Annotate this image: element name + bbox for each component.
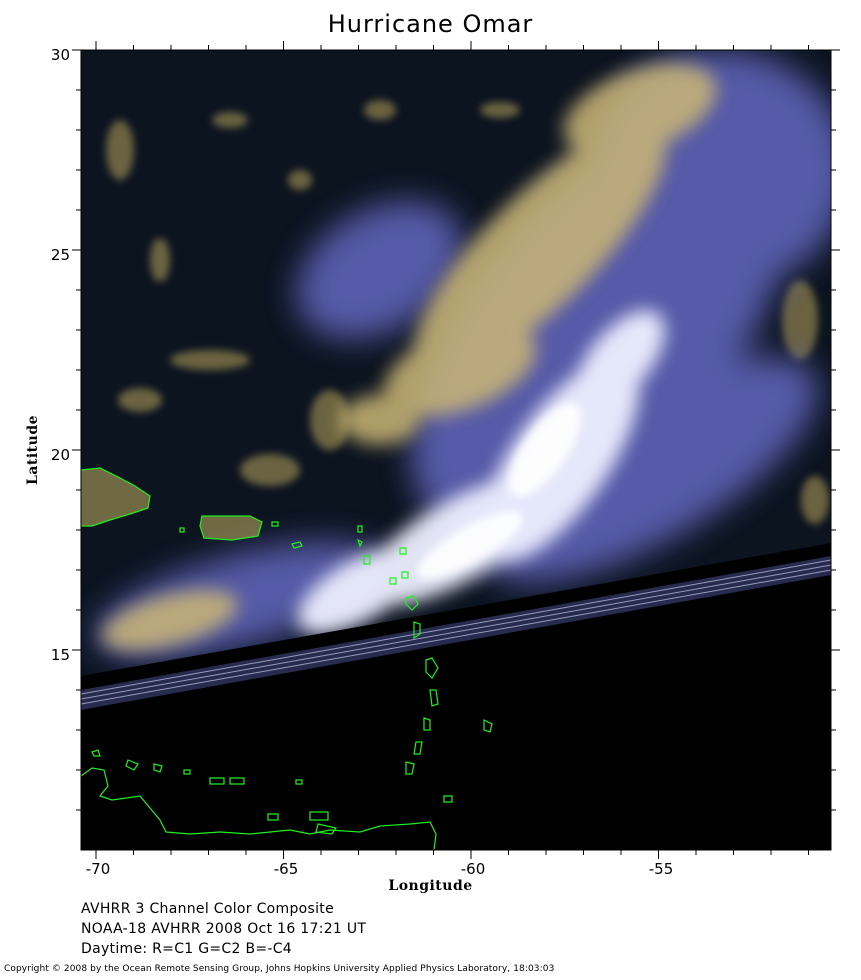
info-line-satellite: NOAA-18 AVHRR 2008 Oct 16 17:21 UT <box>81 921 367 937</box>
y-tick-label: 20 <box>50 446 70 464</box>
y-tick-label: 30 <box>50 46 70 64</box>
coastlines <box>81 467 493 850</box>
x-tick-label: -65 <box>273 860 299 878</box>
x-tick-label: -70 <box>85 860 111 878</box>
coastline-venezuela <box>81 767 437 850</box>
info-line-channels: Daytime: R=C1 G=C2 B=-C4 <box>81 941 293 957</box>
cloud-imagery <box>94 50 831 659</box>
coastline-hispaniola <box>81 467 151 527</box>
map-title: Hurricane Omar <box>327 10 534 38</box>
y-tick-label: 25 <box>50 246 70 264</box>
copyright-notice: Copyright © 2008 by the Ocean Remote Sen… <box>4 964 555 974</box>
swath-gap <box>81 543 831 690</box>
y-axis-label: Latitude <box>25 414 41 486</box>
info-line-product: AVHRR 3 Channel Color Composite <box>81 901 334 917</box>
no-data-region <box>81 575 831 850</box>
coastline-puerto-rico <box>199 515 263 541</box>
x-tick-label: -55 <box>648 860 674 878</box>
x-axis-label: Longitude <box>388 878 473 894</box>
y-tick-label: 15 <box>50 646 70 664</box>
x-tick-label: -60 <box>460 860 486 878</box>
